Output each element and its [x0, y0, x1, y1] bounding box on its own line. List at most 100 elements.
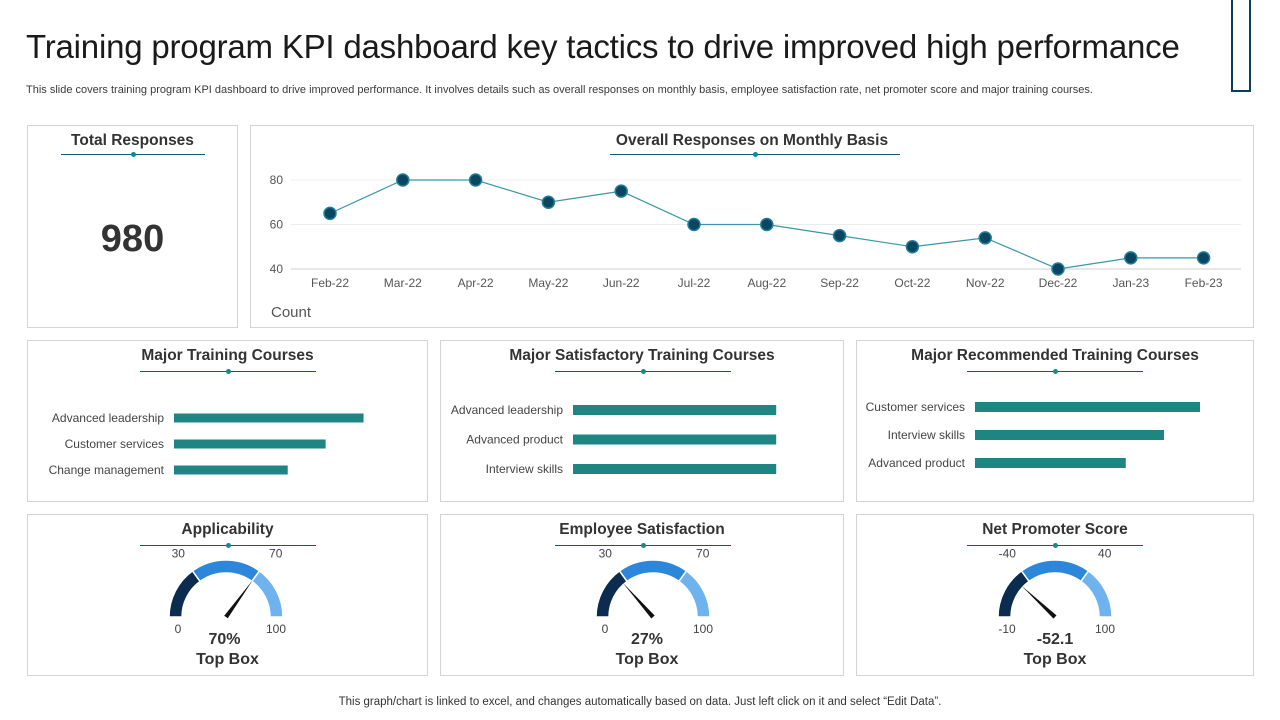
- gauge-band-low: [168, 569, 202, 618]
- gauge-max-label: 100: [693, 622, 713, 636]
- gauge-low-threshold-label: 30: [599, 547, 613, 561]
- data-point: [323, 206, 337, 221]
- data-point: [1124, 251, 1138, 265]
- bar: [174, 465, 288, 475]
- bar: [975, 458, 1126, 468]
- data-point: [760, 217, 774, 232]
- x-tick-label: Jul-22: [678, 276, 711, 290]
- x-tick-label: Dec-22: [1039, 276, 1078, 290]
- x-tick-label: Sep-22: [820, 276, 859, 290]
- major-training-courses-chart[interactable]: Advanced leadership Customer services Chan…: [28, 341, 427, 501]
- x-tick-label: May-22: [528, 276, 568, 290]
- gauge-needle: [224, 579, 254, 619]
- data-point: [468, 173, 483, 187]
- gauge-low-threshold-label: 30: [172, 547, 186, 561]
- title-underline: [555, 543, 731, 548]
- x-tick-label: Apr-22: [458, 276, 494, 290]
- bar: [573, 464, 777, 474]
- major-training-courses-title: Major Training Courses: [141, 347, 314, 364]
- decorative-bracket: [1231, 0, 1251, 92]
- bar: [573, 434, 777, 445]
- employee-satisfaction-gauge[interactable]: 0 100 30 70: [441, 515, 843, 675]
- gauge-band-mid: [1020, 559, 1090, 583]
- bar: [573, 405, 777, 415]
- net-promoter-score-gauge[interactable]: -10 100 -40 40: [857, 515, 1253, 675]
- monthly-responses-card[interactable]: Overall Responses on Monthly Basis 40 60 8…: [250, 125, 1254, 328]
- major-recommended-courses-chart[interactable]: Customer services Interview skills Advance…: [857, 341, 1253, 501]
- x-tick-label: Mar-22: [384, 276, 422, 290]
- bar: [975, 430, 1164, 440]
- major-satisfactory-courses-chart[interactable]: Advanced leadership Advanced product Inter…: [441, 341, 843, 501]
- gauge-low-threshold-label: -40: [999, 547, 1017, 561]
- gauge-min-label: 0: [602, 622, 609, 636]
- employee-satisfaction-title: Employee Satisfaction: [559, 521, 725, 538]
- bar-category-label: Customer services: [65, 437, 164, 451]
- title-underline: [967, 543, 1143, 548]
- title-underline: [610, 152, 900, 157]
- gauge-band-high: [677, 569, 711, 618]
- gauge-band-low: [997, 569, 1031, 618]
- x-tick-label: Aug-22: [747, 276, 786, 290]
- bar: [174, 439, 326, 449]
- data-point: [687, 217, 701, 232]
- monthly-responses-title: Overall Responses on Monthly Basis: [615, 132, 889, 149]
- gauge-band-low: [595, 569, 629, 618]
- gauge-high-threshold-label: 40: [1098, 547, 1112, 561]
- applicability-card[interactable]: Applicability 0 100 30 70 70% Top Box: [27, 514, 428, 676]
- applicability-top-box-label: Top Box: [196, 651, 259, 668]
- employee-satisfaction-card[interactable]: Employee Satisfaction 0 100 30 70 27% Top B…: [440, 514, 844, 676]
- x-tick-label: Nov-22: [966, 276, 1005, 290]
- data-point: [978, 231, 992, 245]
- net-promoter-score-card[interactable]: Net Promoter Score -10 100 -40 40 -52.1 Top…: [856, 514, 1254, 676]
- footer-note: This graph/chart is linked to excel, and…: [338, 696, 942, 708]
- data-point: [1196, 251, 1211, 265]
- net-promoter-score-top-box-label: Top Box: [1023, 651, 1087, 668]
- applicability-percent: 70%: [208, 631, 241, 648]
- data-point: [541, 195, 556, 209]
- gauge-min-label: 0: [175, 622, 182, 636]
- net-promoter-score-value: -52.1: [1036, 631, 1074, 648]
- bar-category-label: Interview skills: [888, 428, 965, 442]
- gauge-max-label: 100: [266, 622, 286, 636]
- gauge-max-label: 100: [1095, 622, 1115, 636]
- bar-category-label: Advanced leadership: [52, 411, 164, 425]
- total-responses-card[interactable]: Total Responses 980: [27, 125, 238, 328]
- bar-category-label: Advanced product: [466, 433, 563, 447]
- x-tick-label: Feb-23: [1185, 276, 1223, 290]
- bar: [174, 413, 364, 423]
- data-point: [905, 240, 920, 254]
- data-point: [614, 184, 628, 198]
- total-responses-title: Total Responses: [71, 132, 194, 149]
- major-recommended-courses-card[interactable]: Major Recommended Training Courses Custo…: [856, 340, 1254, 502]
- gauge-band-mid: [191, 559, 261, 583]
- gauge-needle: [622, 582, 655, 619]
- total-responses-value: 980: [100, 218, 165, 260]
- net-promoter-score-title: Net Promoter Score: [982, 521, 1128, 538]
- monthly-line-chart[interactable]: 40 60 80 Feb-22 Mar-22 Apr-22 May-22 Jun-22 Jul-…: [251, 126, 1253, 327]
- title-underline: [140, 369, 316, 374]
- major-training-courses-card[interactable]: Major Training Courses Advanced leadersh…: [27, 340, 428, 502]
- data-point: [396, 173, 410, 187]
- y-axis-label: Count: [271, 304, 312, 321]
- title-underline: [555, 369, 731, 374]
- gauge-needle: [1021, 585, 1057, 619]
- y-tick-label: 80: [270, 173, 284, 187]
- title-underline: [61, 152, 205, 157]
- data-point: [832, 228, 847, 243]
- applicability-gauge[interactable]: 0 100 30 70: [28, 515, 427, 675]
- gauge-min-label: -10: [998, 622, 1016, 636]
- bar-category-label: Change management: [49, 463, 165, 477]
- major-satisfactory-courses-title: Major Satisfactory Training Courses: [509, 347, 775, 364]
- gauge-band-mid: [618, 559, 688, 583]
- gauge-band-high: [250, 569, 284, 618]
- y-tick-label: 40: [270, 262, 284, 276]
- y-tick-label: 60: [270, 218, 284, 232]
- major-satisfactory-courses-card[interactable]: Major Satisfactory Training Courses Adva…: [440, 340, 844, 502]
- gauge-high-threshold-label: 70: [696, 547, 710, 561]
- employee-satisfaction-percent: 27%: [630, 631, 664, 648]
- page-title: Training program KPI dashboard key tacti…: [26, 28, 1180, 65]
- data-point: [1051, 262, 1065, 276]
- bar: [975, 402, 1200, 412]
- page-subtitle: This slide covers training program KPI d…: [26, 84, 1093, 96]
- bar-category-label: Interview skills: [486, 462, 563, 476]
